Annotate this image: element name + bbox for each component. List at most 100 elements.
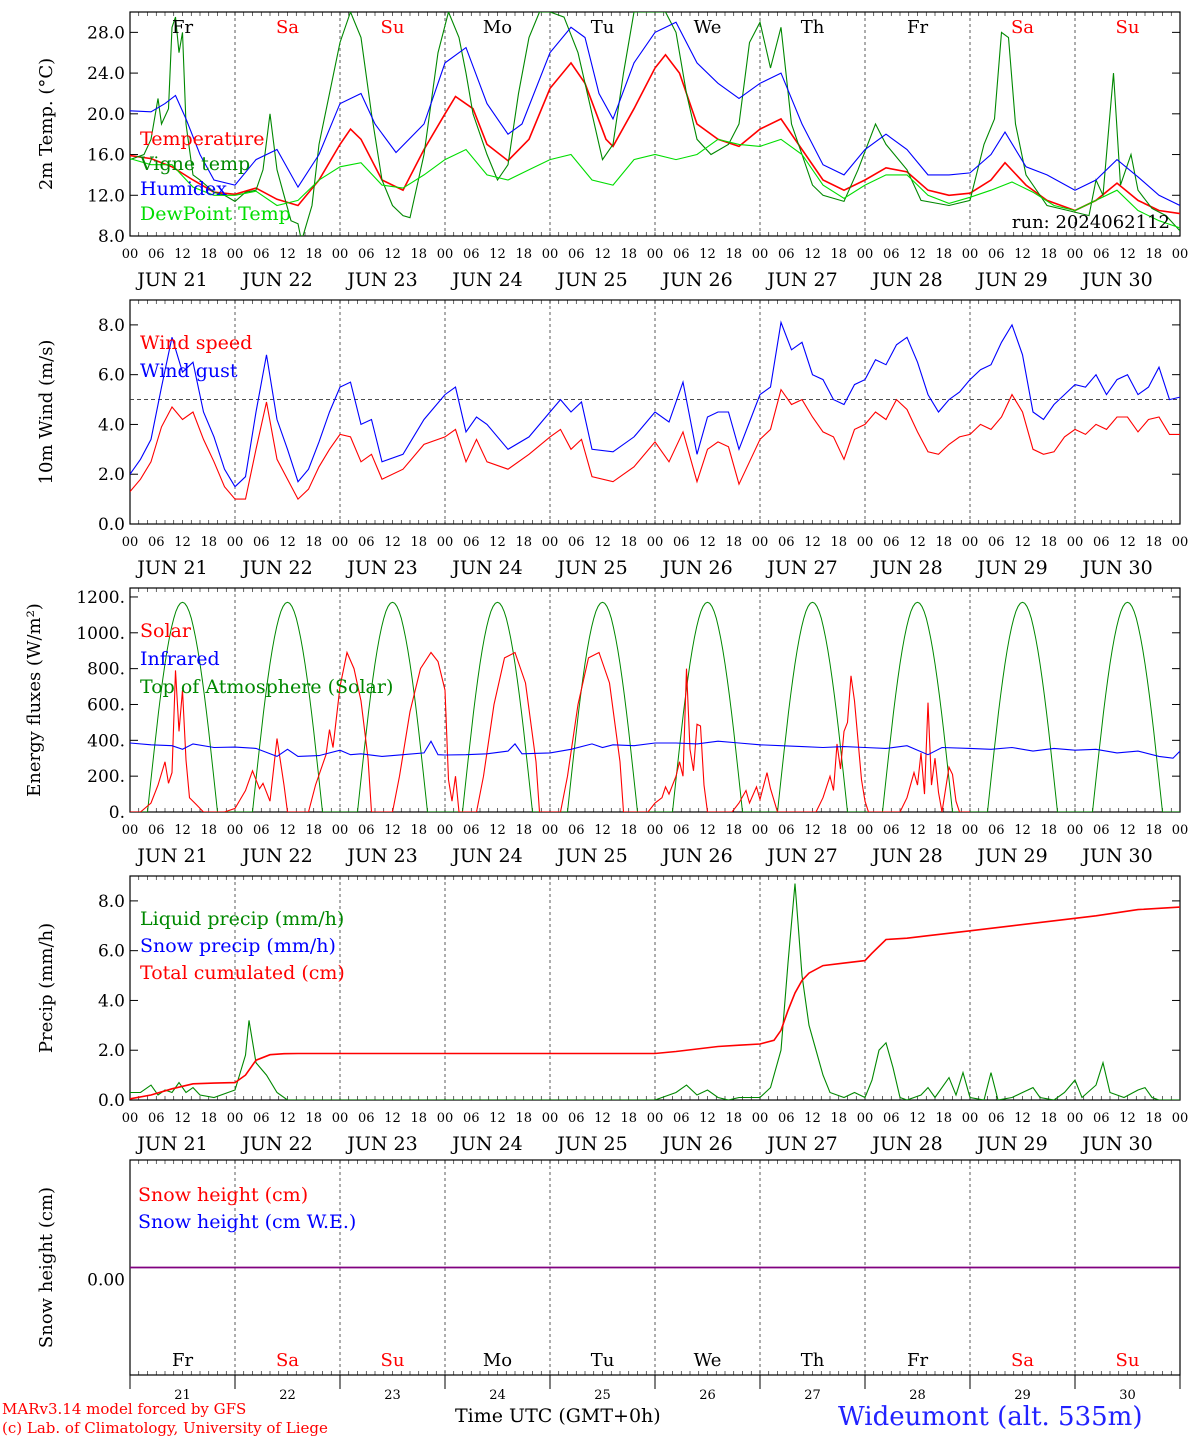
hour-tick-label: 00 [752,247,769,262]
hour-tick-label: 00 [122,247,139,262]
weekday-label: Tu [591,1350,615,1371]
hour-tick-label: 12 [489,823,506,838]
date-label: JUN 25 [555,269,627,291]
y-tick-label: 8.0 [98,316,125,336]
hour-tick-label: 06 [778,1111,795,1126]
hour-tick-label: 00 [227,823,244,838]
hour-tick-label: 12 [699,535,716,550]
hour-tick-label: 18 [515,823,532,838]
hour-tick-label: 00 [1067,535,1084,550]
hour-tick-label: 18 [1040,247,1057,262]
date-label: JUN 21 [135,845,207,867]
y-tick-label: 200. [87,767,125,787]
date-label: JUN 26 [660,1133,732,1155]
y-axis-label: Precip (mm/h) [36,923,57,1053]
hour-tick-label: 18 [1145,823,1162,838]
y-tick-label: 4.0 [98,415,125,435]
hour-tick-label: 18 [830,1111,847,1126]
hour-tick-label: 06 [358,535,375,550]
series-line [130,21,1180,206]
hour-tick-label: 12 [909,247,926,262]
date-label: JUN 22 [240,269,312,291]
hour-tick-label: 06 [988,823,1005,838]
hour-tick-label: 12 [279,247,296,262]
hour-tick-label: 00 [752,823,769,838]
hour-tick-label: 12 [1014,247,1031,262]
hour-tick-label: 00 [752,535,769,550]
weekday-label: Th [801,1350,825,1371]
hour-tick-label: 18 [515,1111,532,1126]
hour-tick-label: 00 [122,1111,139,1126]
y-axis-label: 2m Temp. (°C) [36,58,57,190]
date-label: JUN 21 [135,269,207,291]
date-label: JUN 24 [450,269,522,291]
date-label: JUN 30 [1080,845,1152,867]
hour-tick-label: 18 [1145,535,1162,550]
hour-tick-label: 12 [174,247,191,262]
hour-tick-label: 00 [962,535,979,550]
time-axis-title: Time UTC (GMT+0h) [455,1405,661,1427]
y-tick-label: 8.0 [98,892,125,912]
hour-tick-label: 18 [1040,823,1057,838]
y-tick-label: 28.0 [87,23,125,43]
hour-tick-label: 12 [699,247,716,262]
date-label: JUN 30 [1080,1133,1152,1155]
hour-tick-label: 06 [568,1111,585,1126]
series-line [130,906,1180,1100]
hour-tick-label: 06 [673,823,690,838]
weekday-label: Fr [907,17,928,38]
legend-entry: Vigne temp [139,153,250,175]
date-label: JUN 30 [1080,557,1152,579]
hour-tick-label: 18 [1145,1111,1162,1126]
hour-tick-label: 00 [227,1111,244,1126]
date-label: JUN 28 [870,845,942,867]
y-tick-label: 16.0 [87,146,125,166]
date-label: JUN 23 [345,557,417,579]
hour-tick-label: 18 [515,535,532,550]
hour-tick-label: 06 [1093,823,1110,838]
hour-tick-label: 06 [253,247,270,262]
hour-tick-label: 06 [1093,535,1110,550]
hour-tick-label: 06 [358,1111,375,1126]
y-axis-label: Energy fluxes (W/m²) [24,603,45,797]
y-tick-label: 2.0 [98,465,125,485]
hour-tick-label: 00 [857,535,874,550]
day-number-label: 22 [279,1388,296,1403]
y-tick-label: 12.0 [87,186,125,206]
y-tick-label: 20.0 [87,105,125,125]
date-label: JUN 28 [870,557,942,579]
series-line [130,388,1180,500]
date-label: JUN 26 [660,557,732,579]
hour-tick-label: 12 [174,535,191,550]
hour-tick-label: 18 [935,535,952,550]
hour-tick-label: 12 [1119,1111,1136,1126]
hour-tick-label: 00 [857,247,874,262]
date-label: JUN 26 [660,845,732,867]
hour-tick-label: 18 [1040,1111,1057,1126]
date-label: JUN 29 [975,845,1047,867]
weekday-label: Tu [591,17,615,38]
weekday-label: Mo [483,1350,512,1371]
hour-tick-label: 12 [909,1111,926,1126]
hour-tick-label: 06 [673,247,690,262]
y-tick-label: 0.00 [87,1271,125,1291]
date-label: JUN 24 [450,1133,522,1155]
legend-entry: Snow height (cm) [138,1184,308,1206]
hour-tick-label: 06 [1093,247,1110,262]
hour-tick-label: 00 [542,1111,559,1126]
hour-tick-label: 12 [384,247,401,262]
hour-tick-label: 00 [962,1111,979,1126]
hour-tick-label: 12 [279,1111,296,1126]
hour-tick-label: 00 [1067,823,1084,838]
weekday-label: We [694,1350,722,1371]
hour-tick-label: 00 [542,535,559,550]
hour-tick-label: 18 [515,247,532,262]
hour-tick-label: 18 [200,247,217,262]
hour-tick-label: 18 [935,823,952,838]
date-label: JUN 28 [870,1133,942,1155]
day-number-label: 21 [174,1388,191,1403]
hour-tick-label: 12 [384,823,401,838]
hour-tick-label: 12 [594,823,611,838]
y-tick-label: 24.0 [87,64,125,84]
hour-tick-label: 12 [279,535,296,550]
